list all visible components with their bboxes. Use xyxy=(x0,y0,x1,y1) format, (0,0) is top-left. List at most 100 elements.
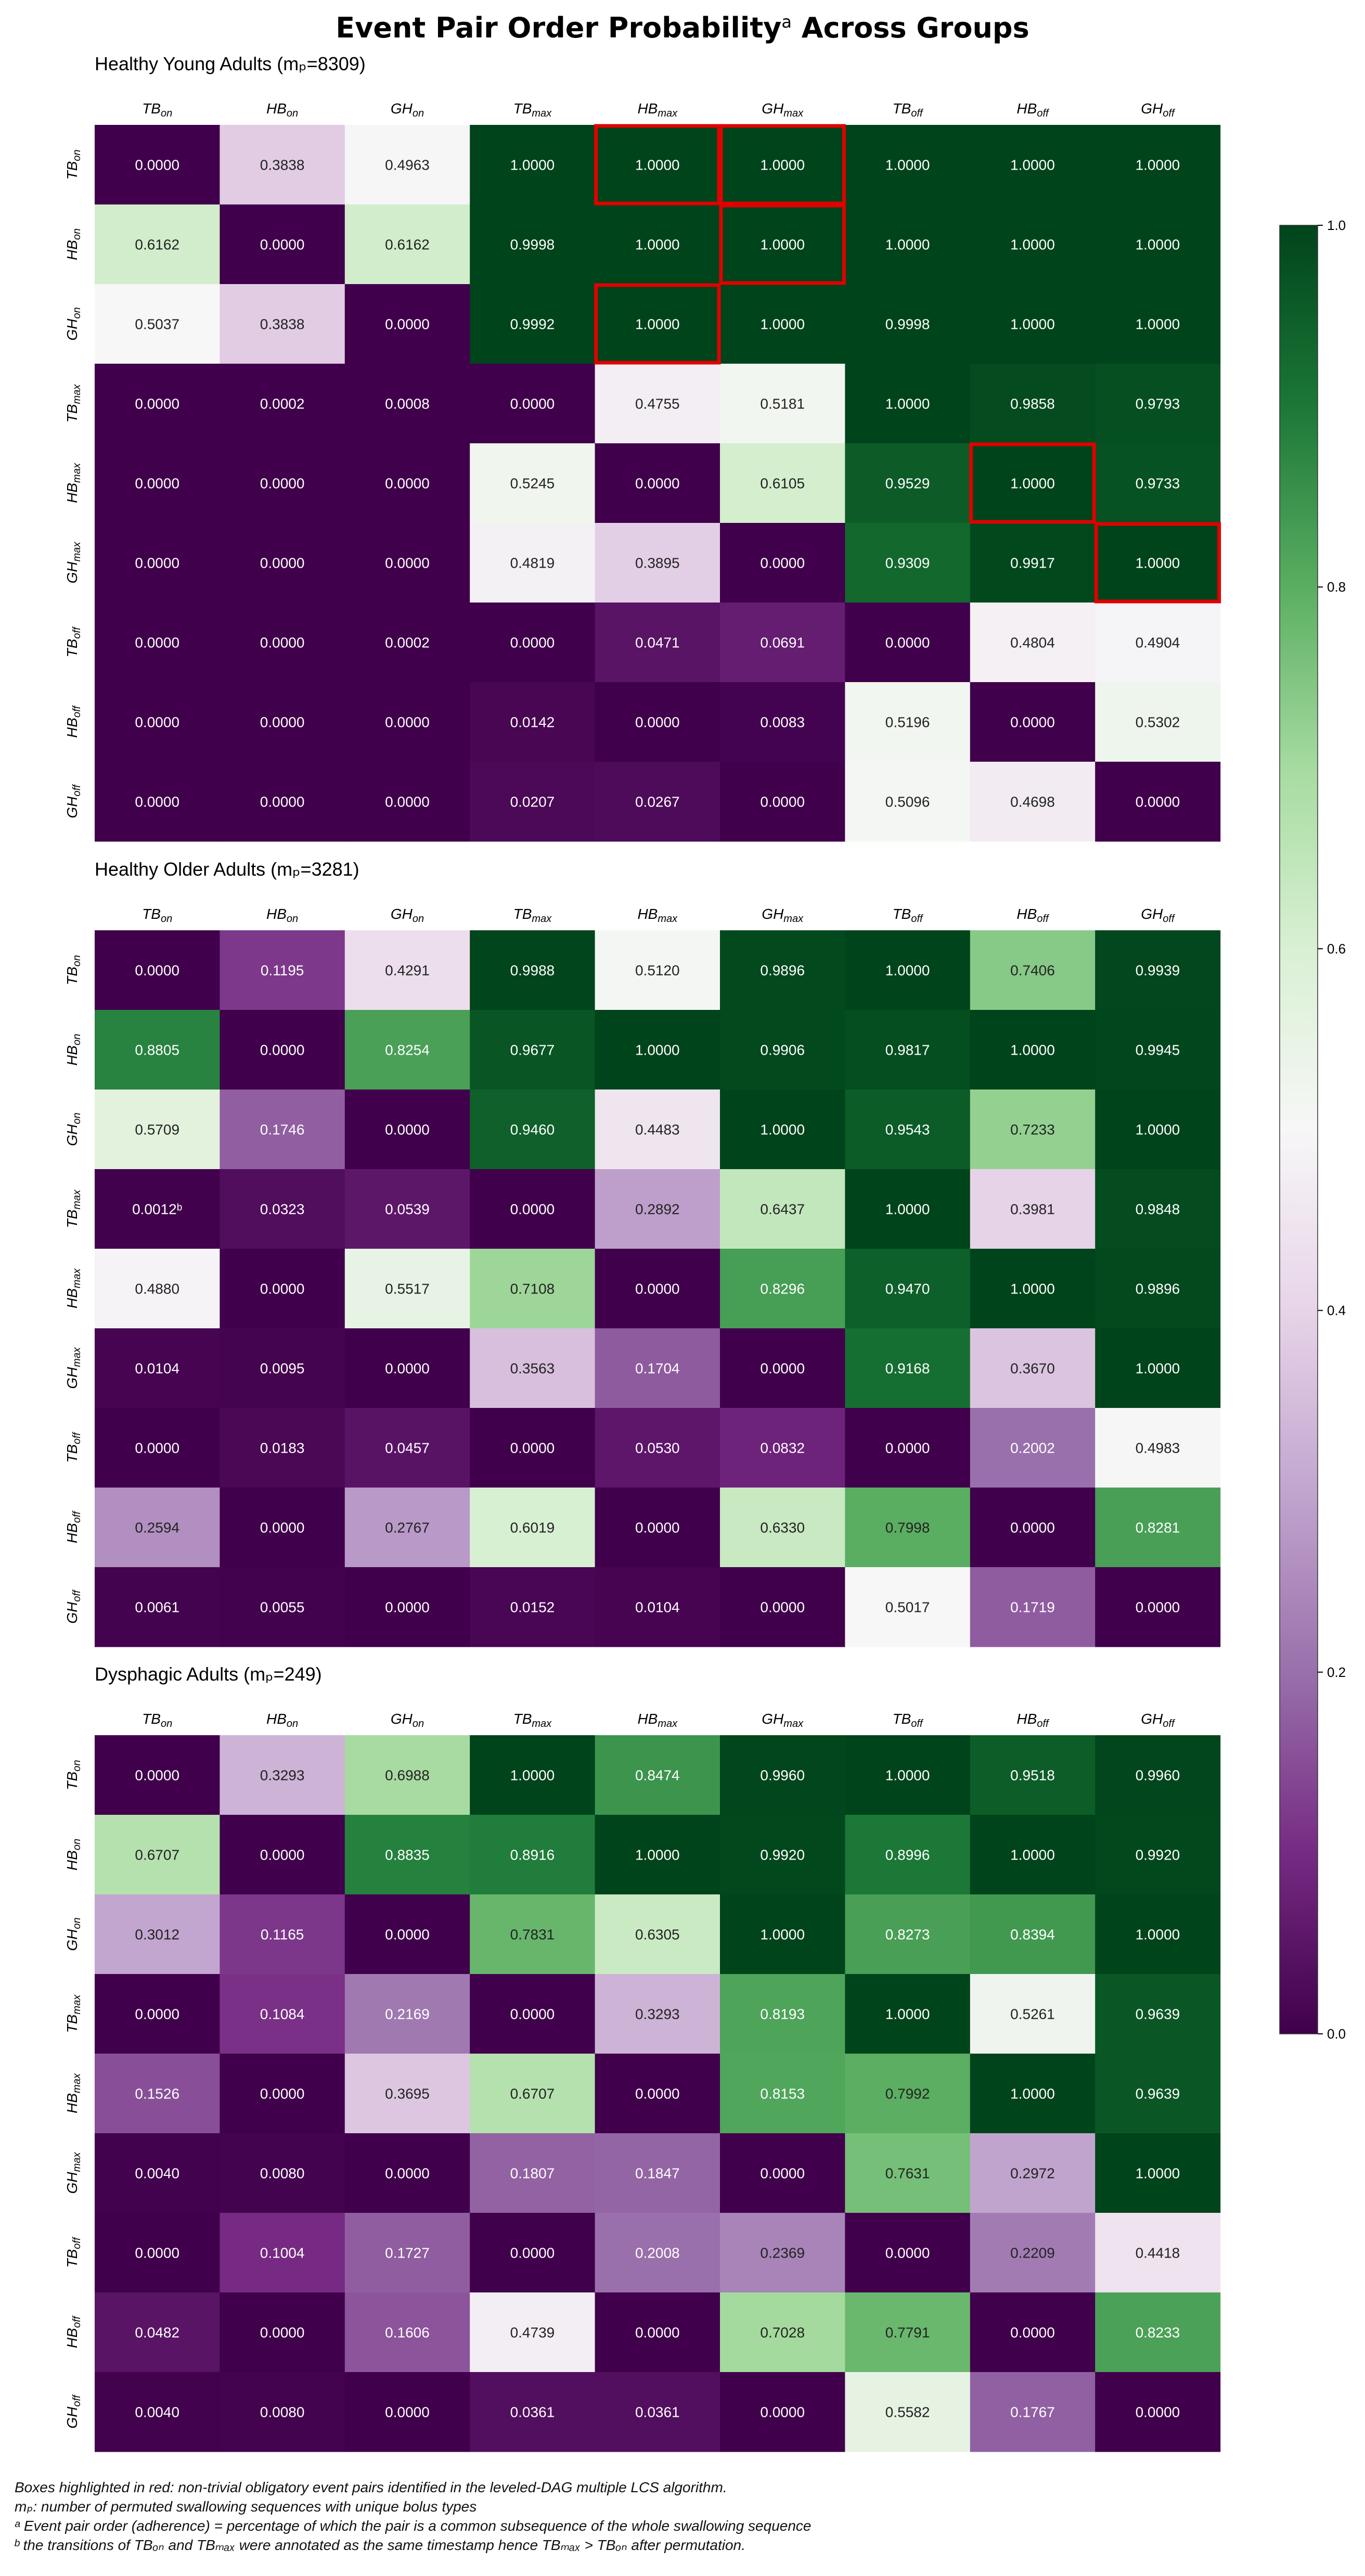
row-label: TBoff xyxy=(64,1431,83,1463)
footnote-mp-definition: mₚ: number of permuted swallowing sequen… xyxy=(15,2498,477,2515)
heatmap-cell xyxy=(220,204,345,285)
heatmap-cell xyxy=(470,364,596,444)
row-label: GHoff xyxy=(64,784,83,818)
heatmap-cell xyxy=(1095,1169,1221,1249)
cell-value: 0.0000 xyxy=(385,476,430,492)
row-label-sub: off xyxy=(71,2394,83,2407)
cell-value: 0.5302 xyxy=(1136,714,1180,730)
heatmap-cell xyxy=(595,2213,720,2293)
heatmap-cell xyxy=(845,2372,971,2452)
row-label-sub: on xyxy=(71,1917,83,1929)
cell-value: 0.1195 xyxy=(261,963,304,979)
heatmap-cell xyxy=(1095,125,1221,205)
col-label-base: HB xyxy=(637,100,658,117)
row-label-base: GH xyxy=(64,318,80,341)
row-label: HBmax xyxy=(64,463,83,503)
cell-value: 0.9939 xyxy=(1136,963,1180,979)
row-label: TBon xyxy=(64,955,83,985)
heatmap-cell xyxy=(220,1815,345,1895)
cell-value: 0.9460 xyxy=(510,1122,555,1138)
heatmap-cell xyxy=(595,1567,720,1647)
highlight-box xyxy=(719,203,846,285)
row-label-sub: max xyxy=(71,1994,83,2015)
row-label: GHmax xyxy=(64,542,83,584)
heatmap-cell xyxy=(970,603,1096,683)
cell-value: 0.0000 xyxy=(135,794,179,810)
cell-value: 1.0000 xyxy=(760,157,805,173)
col-label-base: TB xyxy=(893,1711,911,1727)
cell-value: 0.0000 xyxy=(1136,794,1180,810)
cell-value: 0.9960 xyxy=(1136,1767,1180,1784)
row-label-sub: max xyxy=(71,463,83,483)
cell-value: 0.9858 xyxy=(1010,396,1055,412)
cell-value: 0.9920 xyxy=(1136,1847,1180,1863)
cell-value: 0.0000 xyxy=(260,635,305,651)
col-label: TBoff xyxy=(893,1711,924,1729)
heatmap-cell xyxy=(95,1815,220,1895)
row-label-base: GH xyxy=(64,1929,80,1951)
cell-value: 0.0000 xyxy=(135,2006,179,2022)
cell-value: 0.0691 xyxy=(760,635,805,651)
col-label: TBon xyxy=(142,100,172,119)
heatmap-cell xyxy=(220,443,345,523)
cell-value: 0.0000 xyxy=(260,1847,305,1863)
row-label-sub: max xyxy=(71,1347,83,1367)
footnote-a: ᵃ Event pair order (adherence) = percent… xyxy=(15,2518,812,2534)
heatmap-cell xyxy=(845,1488,971,1568)
row-label-base: HB xyxy=(64,1850,80,1870)
col-label-base: HB xyxy=(637,1711,658,1727)
cell-value: 0.0000 xyxy=(385,2165,430,2182)
heatmap-cell xyxy=(220,762,345,842)
heatmap-cell xyxy=(595,1010,720,1090)
cell-value: 0.0183 xyxy=(260,1440,305,1456)
row-label-base: TB xyxy=(64,1210,80,1228)
heatmap-cell xyxy=(845,762,971,842)
heatmap-cell xyxy=(595,1090,720,1170)
cell-value: 0.3695 xyxy=(385,2086,430,2102)
heatmap-cell xyxy=(970,1894,1096,1975)
cell-value: 0.5245 xyxy=(510,476,555,492)
cell-value: 0.0040 xyxy=(135,2165,179,2182)
cell-value: 1.0000 xyxy=(760,316,805,332)
heatmap-cell xyxy=(344,1488,470,1568)
heatmap-cell xyxy=(95,2213,220,2293)
heatmap-cell xyxy=(595,682,720,762)
col-label-base: GH xyxy=(1141,100,1163,117)
figure-title-superscript: a xyxy=(781,12,792,32)
heatmap-cell xyxy=(720,682,845,762)
heatmap-cell xyxy=(720,930,845,1010)
col-label-sub: off xyxy=(1163,1718,1176,1729)
cell-value: 0.0000 xyxy=(385,555,430,571)
cell-value: 0.8273 xyxy=(885,1927,930,1943)
cell-value: 0.0000 xyxy=(385,794,430,810)
cell-value: 0.0000 xyxy=(260,237,305,253)
col-label-base: TB xyxy=(893,100,911,117)
heatmap-cell xyxy=(720,2372,845,2452)
heatmap-cell xyxy=(595,523,720,603)
heatmap-cell xyxy=(1095,2292,1221,2373)
heatmap-cell xyxy=(470,1974,596,2054)
cell-value: 0.8916 xyxy=(510,1847,555,1863)
heatmap-cell xyxy=(95,364,220,444)
cell-value: 0.0000 xyxy=(885,2245,930,2261)
cell-value: 0.8233 xyxy=(1136,2325,1180,2341)
row-label-sub: max xyxy=(71,2152,83,2172)
heatmap-cell xyxy=(595,2292,720,2373)
cell-value: 0.2767 xyxy=(385,1520,430,1536)
heatmap-cell xyxy=(470,603,596,683)
heatmap-cell xyxy=(344,2292,470,2373)
colorbar-tick-label: 0.2 xyxy=(1327,1664,1346,1680)
cell-value: 0.6162 xyxy=(385,237,430,253)
row-label-base: TB xyxy=(64,967,80,985)
heatmap-cell xyxy=(1095,1328,1221,1408)
cell-value: 0.6305 xyxy=(635,1927,680,1943)
heatmap-cell xyxy=(970,1169,1096,1249)
cell-value: 0.9998 xyxy=(885,316,930,332)
heatmap-cell xyxy=(95,930,220,1010)
colorbar-tick-label: 0.6 xyxy=(1327,941,1346,956)
heatmap-cell xyxy=(470,1894,596,1975)
col-label: HBmax xyxy=(637,906,678,925)
cell-value: 0.0000 xyxy=(135,157,179,173)
heatmap-cell xyxy=(720,1249,845,1329)
cell-value: 0.0000 xyxy=(635,2325,680,2341)
